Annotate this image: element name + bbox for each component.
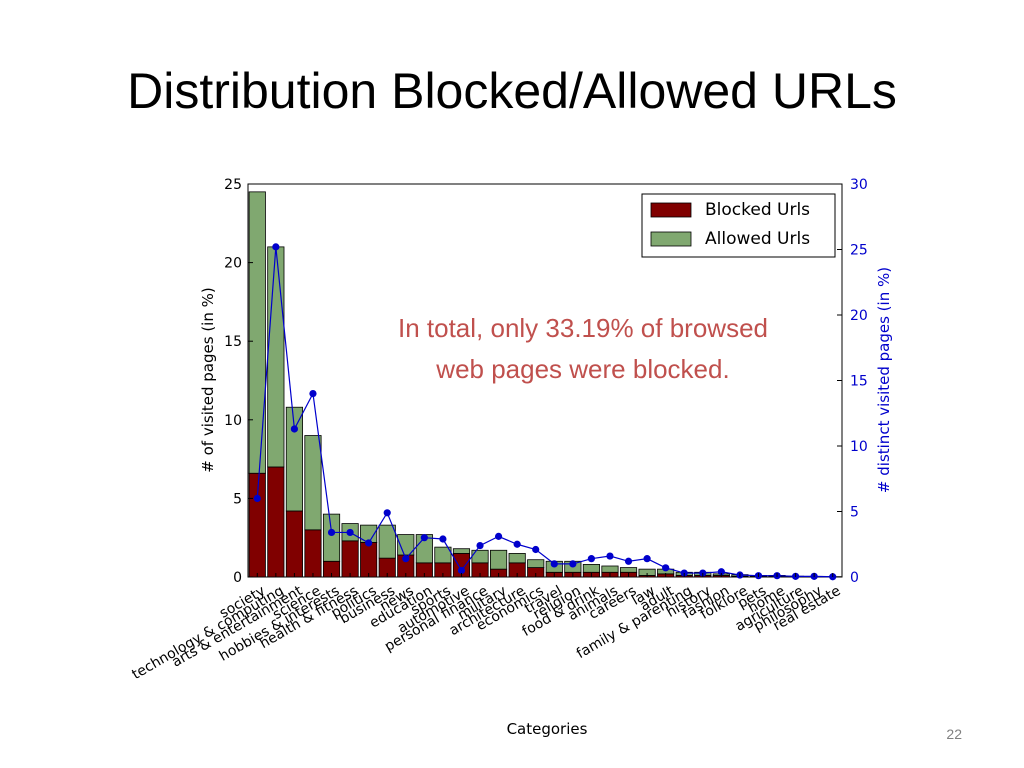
distinct-point <box>402 555 410 563</box>
bar-allowed <box>452 548 471 554</box>
distinct-point <box>532 545 540 554</box>
distinct-point <box>550 560 558 568</box>
bar-allowed <box>267 246 285 468</box>
bar-allowed <box>434 546 452 564</box>
distinct-point <box>569 560 577 568</box>
bar-allowed <box>527 559 545 568</box>
distinct-point <box>717 568 725 576</box>
y2-tick-label: 15 <box>850 374 868 390</box>
distinct-point <box>606 552 614 560</box>
bar-blocked <box>304 529 322 578</box>
bar-blocked <box>285 510 303 578</box>
legend-swatch <box>650 231 692 247</box>
distinct-point <box>662 564 670 572</box>
y-tick-label: 15 <box>224 334 242 350</box>
slide-title: Distribution Blocked/Allowed URLs <box>127 63 897 119</box>
bar-allowed <box>601 565 619 573</box>
legend-label: Blocked Urls <box>705 200 810 220</box>
distinct-point <box>439 535 447 543</box>
legend: Blocked Urls Allowed Urls <box>641 193 836 258</box>
distinct-point <box>624 557 633 565</box>
y2-tick-label: 5 <box>850 505 859 521</box>
distinct-point <box>383 509 391 517</box>
bar-blocked <box>341 540 359 578</box>
distinct-point <box>587 555 596 563</box>
y-axis-label: # of visited pages (in %) <box>199 287 217 472</box>
annotation-line-1: In total, only 33.19% of browsed <box>398 313 768 343</box>
legend-label: Allowed Urls <box>705 229 810 249</box>
y2-tick-label: 0 <box>850 570 859 586</box>
bar-blocked <box>267 466 285 578</box>
y-tick-label: 25 <box>224 177 242 193</box>
distinct-point <box>513 540 521 548</box>
y2-tick-label: 30 <box>850 177 868 193</box>
distinct-point <box>476 541 484 550</box>
y-tick-label: 20 <box>224 256 242 272</box>
bar-allowed <box>582 564 600 573</box>
distinct-point <box>327 528 336 537</box>
x-axis-label: Categories <box>507 720 588 738</box>
bar-allowed <box>508 553 526 564</box>
bar-allowed <box>619 567 638 573</box>
distinct-point <box>346 528 354 537</box>
y-tick-label: 0 <box>233 570 242 586</box>
distinct-point <box>272 243 280 251</box>
y-tick-label: 10 <box>224 413 242 429</box>
bar-allowed <box>304 435 322 531</box>
distinct-point <box>309 390 317 398</box>
y2-axis-label: # distinct visited pages (in %) <box>875 267 893 493</box>
distinct-line <box>253 243 837 581</box>
annotation-line-2: web pages were blocked. <box>435 354 729 384</box>
distinct-point <box>365 539 373 547</box>
bar-allowed <box>285 406 303 512</box>
distinct-point <box>290 425 299 433</box>
legend-swatch <box>650 202 692 218</box>
y-tick-label: 5 <box>233 491 242 507</box>
bar-allowed <box>322 513 341 562</box>
bar-blocked <box>248 472 266 578</box>
bar-allowed <box>471 549 489 564</box>
distinct-point <box>420 534 428 542</box>
distinct-point <box>494 532 503 540</box>
page-number: 22 <box>946 726 962 742</box>
bar-allowed <box>378 524 396 559</box>
y2-tick-label: 20 <box>850 308 868 324</box>
bar-allowed <box>248 191 266 474</box>
y2-tick-label: 10 <box>850 439 868 455</box>
y2-tick-label: 25 <box>850 243 868 259</box>
bar-allowed <box>490 549 508 570</box>
bar-blocked <box>360 542 378 578</box>
distinct-point <box>643 555 651 563</box>
distinct-point <box>253 494 261 502</box>
distinct-point <box>457 566 466 575</box>
